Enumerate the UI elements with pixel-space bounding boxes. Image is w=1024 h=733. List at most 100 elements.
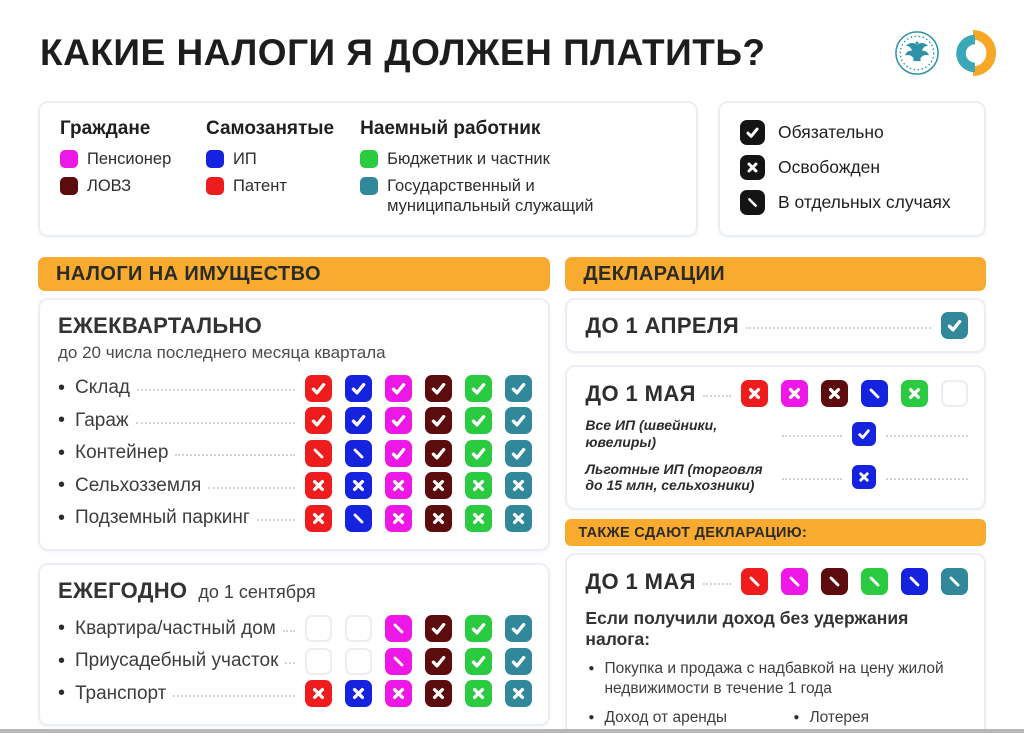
main-columns: НАЛОГИ НА ИМУЩЕСТВО ЕЖЕКВАРТАЛЬНО до 20 … (38, 257, 986, 733)
status-icons (305, 504, 533, 532)
ip-check-icon (345, 374, 373, 402)
state-tax-committee-emblem-icon (894, 30, 940, 76)
also-status-icons (741, 568, 968, 596)
budget-cross-icon (465, 472, 493, 500)
legend-item-label: Патент (233, 177, 287, 196)
dotted-leader (256, 519, 296, 522)
black-slash-icon (740, 190, 765, 215)
page-header: КАКИЕ НАЛОГИ Я ДОЛЖЕН ПЛАТИТЬ? (40, 30, 996, 76)
symbol-legend-label: Освобожден (778, 157, 881, 177)
pensioner-cross-icon (781, 380, 808, 407)
ip-slash-icon (861, 380, 888, 407)
property-taxes-column: НАЛОГИ НА ИМУЩЕСТВО ЕЖЕКВАРТАЛЬНО до 20 … (38, 257, 551, 733)
bullet-item: ● Покупка и продажа с надбавкой на цену ж… (585, 659, 968, 699)
tax-row-label: Квартира/частный дом (75, 617, 276, 639)
budget-cross-icon (465, 504, 493, 532)
ip-slash-icon (901, 568, 928, 596)
dotted-leader (173, 694, 296, 697)
april-deadline-card: ДО 1 АПРЕЛЯ (565, 298, 986, 353)
may-subrow-label: Все ИП (швейники, ювелиры) (585, 417, 718, 450)
pensioner-cross-icon (385, 680, 413, 708)
lovz-swatch (60, 177, 78, 196)
patent-slash-icon (741, 568, 768, 596)
dotted-leader (886, 434, 968, 437)
state-cross-icon (505, 680, 533, 708)
state-swatch (360, 177, 379, 196)
budget-check-icon (465, 374, 493, 402)
state-check-icon (941, 312, 968, 339)
budget-slash-icon (861, 568, 888, 596)
patent-cross-icon (305, 472, 333, 500)
tax-row: • Квартира/частный дом (58, 613, 533, 646)
symbol-legend-label: Обязательно (778, 122, 884, 142)
dotted-leader (285, 662, 296, 665)
status-icons (305, 374, 533, 402)
tax-row: • Приусадебный участок (58, 645, 533, 678)
yearly-title: ЕЖЕГОДНО (58, 577, 188, 603)
symbol-legend-label: В отдельных случаях (778, 192, 951, 212)
quarterly-subtitle: до 20 числа последнего месяца квартала (58, 343, 386, 362)
budget-swatch (360, 150, 379, 168)
yearly-rows: • Квартира/частный дом • Приусадебный участ… (58, 613, 533, 711)
state-check-icon (505, 647, 533, 675)
state-cross-icon (505, 472, 533, 500)
status-icons (305, 680, 533, 708)
tax-row: • Гараж (58, 405, 533, 438)
income-bullet-list: ● Покупка и продажа с надбавкой на цену ж… (585, 659, 968, 733)
pensioner-check-icon (385, 374, 413, 402)
bullet-dot: • (58, 409, 66, 432)
empty-status-cell (305, 615, 333, 643)
tax-row: • Контейнер (58, 437, 533, 470)
bullet-dot: ● (588, 712, 595, 724)
lovz-slash-icon (821, 568, 848, 596)
empty-status-cell (345, 615, 373, 643)
pensioner-check-icon (385, 407, 413, 435)
ip-cross-icon (345, 472, 373, 500)
legend-item-label: ЛОВЗ (87, 177, 132, 196)
legend-item-label: Пенсионер (87, 150, 172, 168)
state-cross-icon (505, 504, 533, 532)
lovz-check-icon (425, 439, 453, 467)
tax-row: • Склад (58, 372, 533, 405)
legend-item: ИП (206, 149, 334, 169)
may-subrow: Льготные ИП (торговля до 15 млн, сельхоз… (585, 461, 968, 495)
tax-row-label: Сельхозземля (75, 474, 202, 496)
budget-cross-icon (465, 680, 493, 708)
symbol-legend-item: В отдельных случаях (740, 190, 966, 215)
bullet-dot: ● (588, 663, 595, 675)
empty-status-cell (941, 380, 968, 407)
dotted-leader (282, 629, 296, 632)
patent-cross-icon (305, 680, 333, 708)
state-check-icon (505, 439, 533, 467)
dotted-leader (886, 478, 968, 481)
ip-check-icon (345, 407, 373, 435)
legend-group-title: Самозанятые (206, 118, 335, 139)
state-check-icon (505, 615, 533, 643)
symbol-legend: Обязательно Освобожден В отдельных случаях (718, 101, 986, 238)
bullet-row: ● Доход от аренды ● Лотерея (585, 708, 968, 728)
bullet-text: Покупка и продажа с надбавкой на цену жи… (604, 660, 944, 698)
dotted-leader (208, 486, 296, 489)
pensioner-slash-icon (781, 568, 808, 596)
legend-item: Государственный и муниципальный служащий (360, 176, 637, 216)
page-title: КАКИЕ НАЛОГИ Я ДОЛЖЕН ПЛАТИТЬ? (40, 32, 766, 73)
tax-row: • Сельхозземля (58, 470, 533, 503)
status-icons (305, 407, 533, 435)
budget-check-icon (465, 407, 493, 435)
logos (894, 30, 996, 76)
black-check-icon (740, 120, 765, 145)
pensioner-slash-icon (385, 615, 413, 643)
lovz-check-icon (425, 407, 453, 435)
pensioner-check-icon (385, 439, 413, 467)
bullet-dot: • (58, 682, 66, 705)
ip-slash-icon (345, 504, 373, 532)
patent-check-icon (305, 407, 333, 435)
ip-check-icon (852, 421, 876, 446)
pensioner-cross-icon (385, 504, 413, 532)
may-subrow: Все ИП (швейники, ювелиры) (585, 417, 968, 451)
tax-row: • Транспорт (58, 678, 533, 711)
budget-check-icon (465, 647, 493, 675)
bullet-dot: • (58, 506, 66, 529)
patent-cross-icon (741, 380, 768, 407)
dotted-leader (135, 421, 296, 424)
